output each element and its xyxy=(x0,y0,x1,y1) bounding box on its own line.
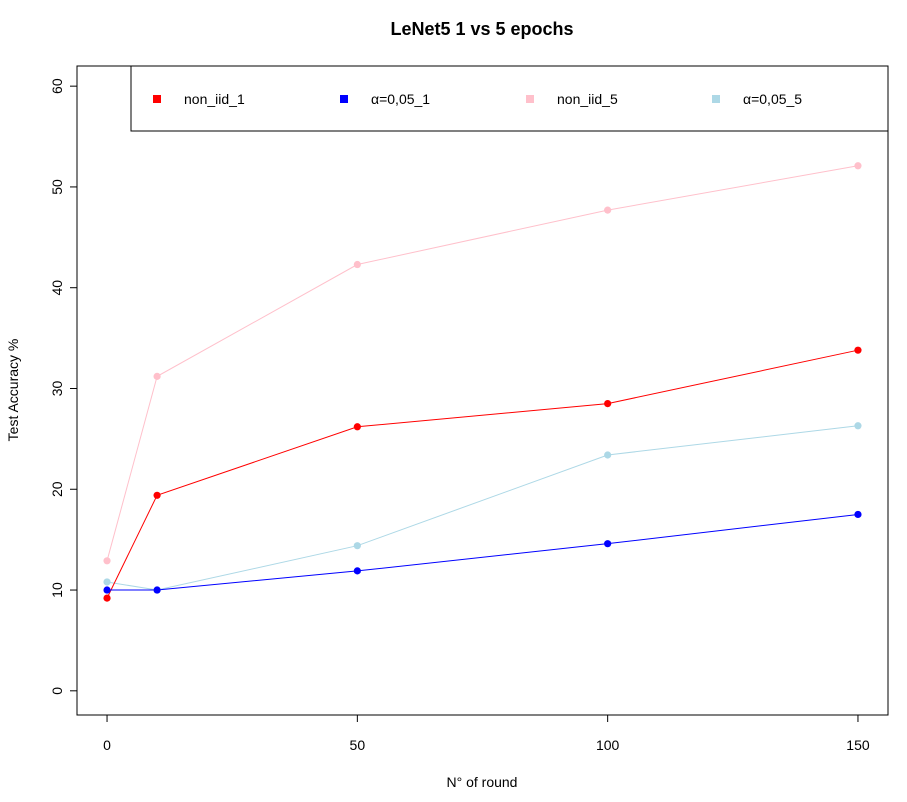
legend-label: α=0,05_1 xyxy=(371,91,430,107)
y-axis-label: Test Accuracy % xyxy=(5,339,21,442)
y-tick-label: 0 xyxy=(49,687,65,695)
y-axis: 0 10 20 30 40 50 60 xyxy=(49,78,77,695)
y-tick-label: 40 xyxy=(49,280,65,296)
x-tick-label: 50 xyxy=(350,737,366,753)
data-point-non_iid_5 xyxy=(103,557,111,565)
x-axis-label: N° of round xyxy=(447,774,518,790)
data-point-α=0,05_1 xyxy=(103,586,111,594)
data-point-non_iid_5 xyxy=(153,372,161,380)
legend-swatch xyxy=(340,95,348,103)
legend-swatch xyxy=(712,95,720,103)
plot-frame xyxy=(76,65,889,716)
data-point-α=0,05_1 xyxy=(153,586,161,594)
legend-label: non_iid_1 xyxy=(184,91,245,107)
data-point-α=0,05_5 xyxy=(854,422,862,430)
x-tick-label: 0 xyxy=(103,737,111,753)
data-point-non_iid_1 xyxy=(854,346,862,354)
legend-label: α=0,05_5 xyxy=(743,91,802,107)
data-point-non_iid_5 xyxy=(604,206,612,214)
y-tick-label: 30 xyxy=(49,380,65,396)
series-line-α=0,05_1 xyxy=(107,513,859,591)
data-point-non_iid_1 xyxy=(353,423,361,431)
x-tick-label: 100 xyxy=(596,737,620,753)
data-point-α=0,05_5 xyxy=(604,451,612,459)
y-tick-label: 20 xyxy=(49,481,65,497)
legend-box xyxy=(130,65,889,132)
series-line-non_iid_5 xyxy=(106,165,859,561)
series-layer xyxy=(103,162,862,602)
data-point-non_iid_5 xyxy=(353,260,361,269)
data-point-non_iid_1 xyxy=(153,491,161,499)
data-point-non_iid_1 xyxy=(103,594,111,602)
x-axis: 0 50 100 150 xyxy=(103,715,870,753)
data-point-α=0,05_1 xyxy=(854,510,862,519)
data-point-α=0,05_1 xyxy=(353,567,361,575)
legend-swatch xyxy=(153,95,161,103)
y-tick-label: 60 xyxy=(49,78,65,94)
data-point-α=0,05_5 xyxy=(103,578,111,586)
legend: non_iid_1 α=0,05_1 non_iid_5 α=0,05_5 xyxy=(130,65,889,132)
data-point-α=0,05_1 xyxy=(604,540,612,548)
data-point-non_iid_5 xyxy=(854,162,862,170)
legend-label: non_iid_5 xyxy=(557,91,618,107)
y-tick-label: 50 xyxy=(49,179,65,195)
data-point-non_iid_1 xyxy=(604,400,612,408)
series-line-non_iid_1 xyxy=(106,349,859,599)
series-line-α=0,05_5 xyxy=(106,425,859,591)
legend-swatch xyxy=(526,95,534,103)
data-point-α=0,05_5 xyxy=(353,542,361,550)
x-tick-label: 150 xyxy=(846,737,870,753)
y-tick-label: 10 xyxy=(49,582,65,598)
chart-title: LeNet5 1 vs 5 epochs xyxy=(390,19,573,39)
